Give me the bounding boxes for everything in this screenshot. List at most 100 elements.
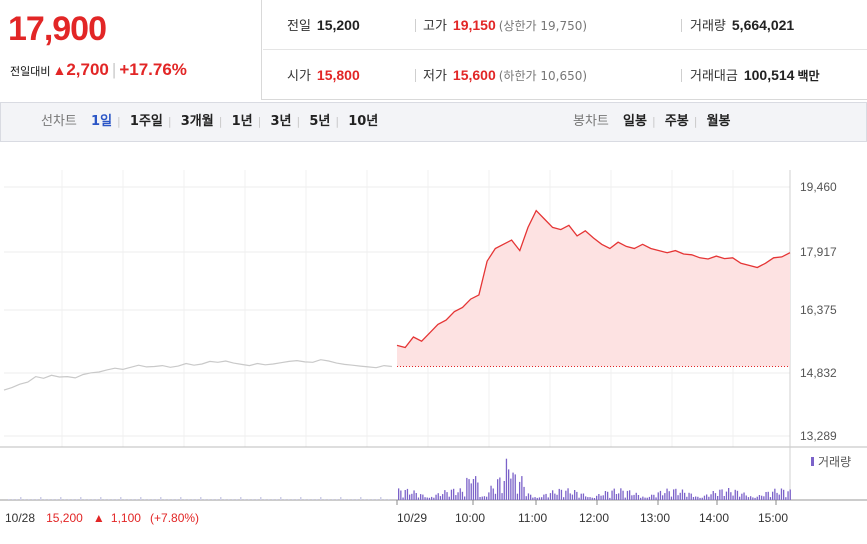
volume-bar: [284, 499, 286, 500]
volume-bar: [620, 488, 622, 500]
volume-bar: [728, 488, 730, 500]
volume-bar: [64, 499, 66, 500]
open-value: 15,800: [316, 67, 360, 83]
footer-arrow: ▲: [93, 511, 105, 525]
volume-bar: [152, 499, 154, 500]
volume-bar: [475, 476, 477, 500]
volume-bar: [252, 499, 254, 500]
volume-bar: [664, 493, 666, 500]
period-5y[interactable]: 5년: [309, 114, 331, 129]
open-price: 시가 15,800: [287, 50, 360, 100]
volume-bar: [212, 499, 214, 500]
volume-bar: [453, 488, 455, 500]
trade-amount: 거래대금 100,514 백만: [690, 50, 820, 100]
volume-bar: [684, 492, 686, 500]
volume-bar: [547, 497, 549, 500]
volume-bar: [730, 492, 732, 500]
volume-bar: [48, 499, 50, 500]
candle-weekly[interactable]: 주봉: [664, 114, 689, 129]
volume-bar: [563, 497, 565, 500]
volume-bar: [340, 497, 342, 500]
volume-bar: [324, 499, 326, 500]
price-lines: [3, 209, 791, 391]
volume-bar: [148, 499, 150, 500]
volume-bar: [409, 494, 411, 500]
volume-bar: [172, 499, 174, 500]
volume-bar: [36, 499, 38, 500]
volume-bar: [120, 497, 122, 500]
volume-bar: [780, 488, 783, 500]
volume-bar: [651, 494, 653, 500]
volume-bar: [541, 497, 543, 500]
volume-bar: [228, 499, 230, 500]
volume-bar: [571, 494, 574, 500]
volume-bar: [692, 497, 695, 500]
candle-daily[interactable]: 일봉: [623, 114, 647, 129]
x-tick-label: 14:00: [699, 511, 729, 525]
volume-bar: [455, 495, 457, 500]
divider: [415, 69, 416, 82]
volume-bar: [534, 497, 536, 500]
volume-bar: [701, 497, 703, 500]
x-tick-label: 10/29: [397, 511, 427, 525]
price-box: 17,900 전일대비 ▲2,700 | +17.76%: [0, 0, 262, 100]
volume-bar: [232, 499, 234, 500]
volume-bar: [352, 499, 354, 500]
volume-bar: [312, 499, 314, 500]
y-tick-label: 13,289: [800, 429, 837, 443]
divider: [681, 19, 682, 32]
volume-bar: [448, 496, 450, 500]
volume-bar: [739, 496, 741, 500]
volume-bar: [472, 479, 475, 500]
volume-bar: [372, 499, 374, 500]
volume-bar: [558, 488, 560, 500]
volume-bar: [56, 499, 58, 500]
volume-bar: [512, 472, 514, 500]
volume-bar: [204, 499, 206, 500]
volume-bar: [413, 490, 415, 500]
volume-bar: [459, 488, 461, 500]
volume-bar: [446, 492, 448, 500]
divider: [681, 69, 682, 82]
volume-bar: [316, 499, 318, 500]
volume-legend: 거래량: [818, 455, 851, 469]
volume-bar: [60, 497, 62, 500]
prev-close: 전일 15,200: [287, 0, 360, 50]
volume-bar: [785, 497, 787, 500]
volume-bar: [494, 493, 497, 500]
volume-bar: [435, 494, 437, 500]
upper-limit: (상한가 19,750): [498, 19, 588, 33]
volume-bar: [426, 497, 428, 500]
divider: |: [257, 115, 262, 128]
volume-bar: [248, 499, 250, 500]
x-tick-label: 13:00: [640, 511, 670, 525]
volume-bar: [112, 499, 114, 500]
period-3m[interactable]: 3개월: [180, 114, 214, 129]
volume-bar: [328, 499, 330, 500]
divider: |: [167, 115, 172, 128]
volume-bar: [388, 499, 390, 500]
period-1d[interactable]: 1일: [91, 114, 113, 129]
x-tick-label: 11:00: [518, 511, 547, 525]
volume-bar: [292, 499, 294, 500]
period-1y[interactable]: 1년: [231, 114, 253, 129]
volume-bar: [604, 491, 607, 500]
volume-bar: [308, 499, 310, 500]
volume-bar: [32, 499, 34, 500]
volume-bar: [745, 495, 747, 500]
period-10y[interactable]: 10년: [348, 114, 379, 129]
volume-bar: [602, 495, 604, 500]
period-3y[interactable]: 3년: [270, 114, 292, 129]
volume-bar: [523, 486, 525, 500]
y-tick-label: 16,375: [800, 303, 837, 317]
price-area: [397, 210, 790, 367]
volume-bar: [200, 497, 202, 500]
candle-monthly[interactable]: 월봉: [706, 114, 731, 129]
volume-bar: [690, 493, 692, 500]
volume-bar: [677, 495, 679, 500]
volume-bar: [433, 497, 435, 500]
high-value: 19,150: [452, 17, 496, 33]
volume-bar: [706, 494, 708, 500]
volume-bar: [424, 497, 426, 500]
period-1w[interactable]: 1주일: [129, 114, 163, 129]
